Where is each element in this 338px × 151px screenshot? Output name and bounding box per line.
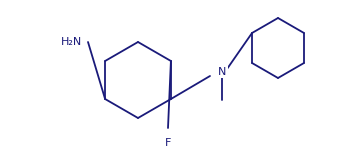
Text: N: N — [218, 67, 226, 77]
Text: F: F — [165, 138, 171, 148]
Text: H₂N: H₂N — [61, 37, 82, 47]
